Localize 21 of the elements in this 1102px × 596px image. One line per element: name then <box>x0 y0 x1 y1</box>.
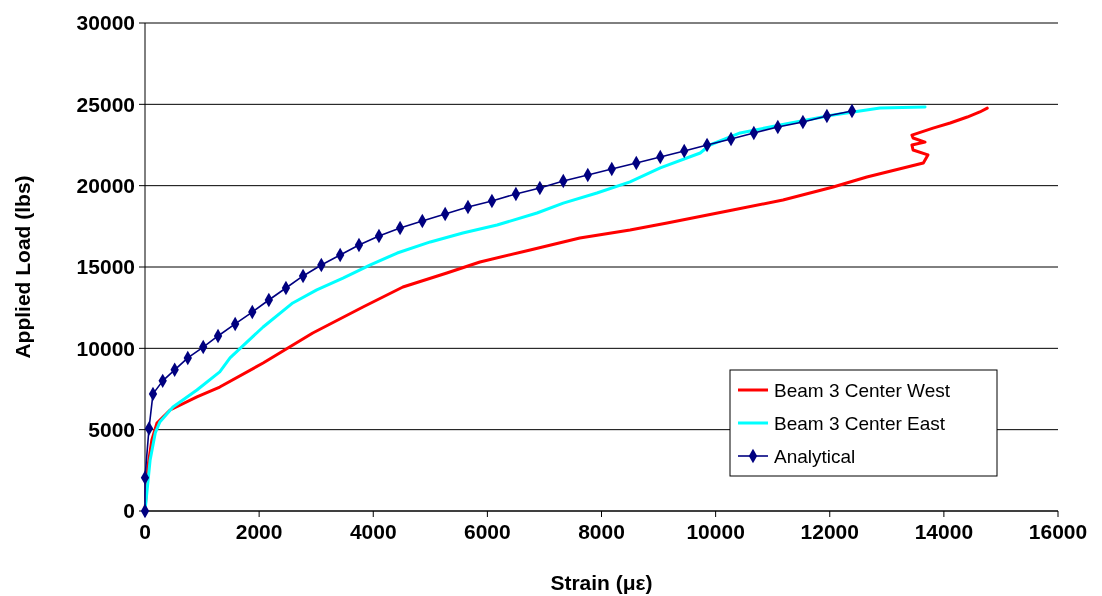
y-tick-label: 15000 <box>76 255 135 279</box>
y-tick-label: 5000 <box>88 418 135 442</box>
legend-label: Analytical <box>774 445 856 467</box>
y-tick-label: 10000 <box>76 336 135 360</box>
x-tick-label: 10000 <box>686 520 745 543</box>
x-axis-title: Strain (με) <box>550 571 653 594</box>
x-tick-label: 0 <box>139 520 151 543</box>
x-tick-label: 8000 <box>578 520 625 543</box>
y-tick-label: 30000 <box>76 11 135 35</box>
legend-label: Beam 3 Center West <box>774 379 951 401</box>
y-tick-label: 0 <box>123 499 135 523</box>
x-tick-label: 12000 <box>800 520 859 543</box>
x-tick-label: 4000 <box>349 520 397 543</box>
x-tick-label: 2000 <box>235 520 283 543</box>
x-tick-label: 16000 <box>1028 520 1088 543</box>
x-tick-label: 14000 <box>914 520 974 543</box>
y-axis-title: Applied Load (lbs) <box>11 175 34 359</box>
legend-label: Beam 3 Center East <box>774 412 946 434</box>
x-tick-label: 6000 <box>464 520 511 543</box>
y-tick-label: 25000 <box>76 92 135 116</box>
y-tick-label: 20000 <box>76 174 135 198</box>
